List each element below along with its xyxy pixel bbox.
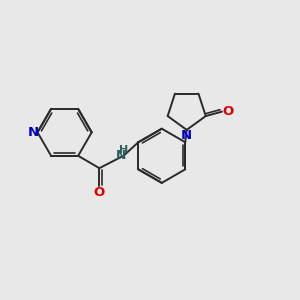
- Text: N: N: [28, 126, 39, 139]
- Text: N: N: [116, 149, 127, 162]
- Text: H: H: [119, 146, 128, 155]
- Text: N: N: [181, 129, 192, 142]
- Text: O: O: [222, 105, 233, 118]
- Text: O: O: [94, 186, 105, 199]
